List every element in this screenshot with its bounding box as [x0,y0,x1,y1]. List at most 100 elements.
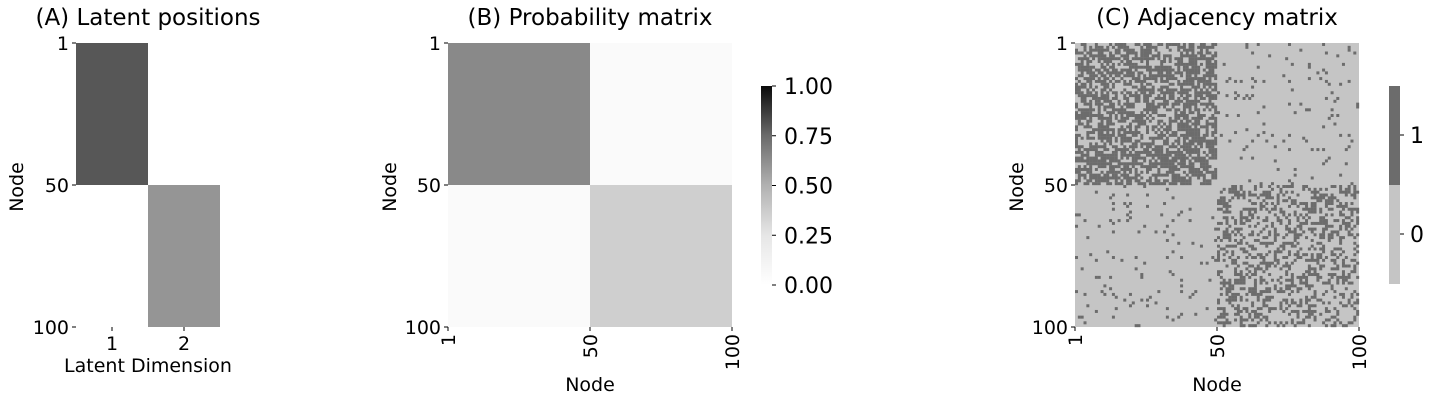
adjacency-edge-cell [1217,298,1220,302]
adjacency-edge-cell [1165,256,1169,259]
adjacency-edge-cell [1208,77,1212,81]
adjacency-edge-cell [1094,190,1098,194]
adjacency-edge-cell [1316,148,1320,152]
adjacency-edge-cell [1117,176,1121,180]
adjacency-edge-cell [1100,91,1104,95]
adjacency-edge-cell [1265,241,1269,245]
adjacency-edge-cell [1319,219,1323,223]
adjacency-edge-cell [1146,150,1149,154]
adjacency-edge-cell [1188,162,1192,166]
adjacency-edge-cell [1182,182,1186,186]
adjacency-edge-cell [1148,176,1152,180]
adjacency-edge-cell [1160,85,1164,89]
adjacency-edge-cell [1103,96,1107,100]
adjacency-edge-cell [1177,65,1181,69]
adjacency-edge-cell [1114,295,1118,299]
adjacency-edge-cell [1214,51,1218,55]
adjacency-edge-cell [1214,176,1218,180]
adjacency-edge-cell [1174,114,1178,117]
adjacency-edge-cell [1296,241,1300,245]
adjacency-edge-cell [1092,148,1096,152]
adjacency-edge-cell [1086,122,1090,126]
adjacency-edge-cell [1256,298,1260,302]
adjacency-edge-cell [1137,125,1141,129]
adjacency-edge-cell [1251,318,1255,322]
adjacency-edge-cell [1336,275,1340,279]
adjacency-edge-cell [1182,102,1186,106]
adjacency-edge-cell [1188,131,1192,135]
adjacency-edge-cell [1231,244,1235,248]
adjacency-edge-cell [1094,145,1098,149]
adjacency-edge-cell [1109,153,1113,157]
adjacency-edge-cell [1293,253,1297,257]
panel-b-colorbar: 0.000.250.500.751.00 [761,75,833,299]
adjacency-edge-cell [1222,196,1226,200]
adjacency-edge-cell [1111,176,1115,180]
adjacency-edge-cell [1273,233,1277,237]
adjacency-edge-cell [1268,298,1272,302]
adjacency-edge-cell [1080,91,1084,95]
adjacency-edge-cell [1126,74,1130,78]
adjacency-edge-cell [1222,307,1226,311]
adjacency-edge-cell [1080,94,1084,98]
adjacency-edge-cell [1194,128,1198,132]
adjacency-edge-cell [1288,227,1291,231]
adjacency-edge-cell [1228,190,1232,194]
adjacency-edge-cell [1180,51,1184,55]
adjacency-edge-cell [1208,94,1212,98]
adjacency-edge-cell [1140,79,1144,83]
adjacency-edge-cell [1077,156,1081,160]
adjacency-edge-cell [1313,292,1317,296]
adjacency-edge-cell [1322,250,1326,254]
adjacency-edge-cell [1225,204,1229,208]
adjacency-edge-cell [1140,150,1144,154]
adjacency-edge-cell [1151,88,1155,92]
adjacency-edge-cell [1080,96,1084,100]
adjacency-edge-cell [1083,82,1087,86]
adjacency-edge-cell [1165,165,1169,169]
adjacency-edge-cell [1225,94,1229,98]
adjacency-edge-cell [1134,156,1138,160]
adjacency-edge-cell [1265,193,1269,197]
adjacency-edge-cell [1273,287,1277,291]
adjacency-edge-cell [1168,77,1172,81]
adjacency-edge-cell [1214,96,1218,100]
adjacency-edge-cell [1285,261,1289,265]
adjacency-edge-cell [1134,145,1138,149]
adjacency-edge-cell [1177,179,1181,183]
adjacency-edge-cell [1109,43,1113,46]
adjacency-edge-cell [1111,82,1115,86]
adjacency-edge-cell [1151,91,1155,95]
adjacency-edge-cell [1109,170,1113,174]
adjacency-edge-cell [1356,190,1360,194]
adjacency-edge-cell [1134,133,1138,137]
adjacency-edge-cell [1097,51,1101,55]
adjacency-edge-cell [1165,68,1169,72]
adjacency-edge-cell [1239,156,1243,160]
adjacency-edge-cell [1103,292,1107,296]
adjacency-edge-cell [1208,142,1212,146]
adjacency-edge-cell [1151,128,1155,132]
adjacency-edge-cell [1350,233,1354,237]
adjacency-edge-cell [1202,57,1206,61]
adjacency-edge-cell [1339,292,1343,296]
adjacency-edge-cell [1177,241,1181,245]
adjacency-edge-cell [1089,105,1093,109]
adjacency-edge-cell [1197,82,1201,86]
adjacency-edge-cell [1239,273,1243,277]
adjacency-edge-cell [1310,190,1314,194]
adjacency-edge-cell [1242,196,1246,200]
adjacency-edge-cell [1137,99,1141,103]
adjacency-edge-cell [1219,238,1223,242]
panel-b-x-ticks: 1 50 100 [438,327,744,370]
adjacency-edge-cell [1180,71,1184,75]
adjacency-edge-cell [1131,119,1135,123]
adjacency-edge-cell [1106,82,1110,86]
adjacency-edge-cell [1146,43,1149,46]
adjacency-edge-cell [1344,190,1348,194]
adjacency-edge-cell [1307,284,1311,288]
adjacency-edge-cell [1199,43,1203,46]
adjacency-edge-cell [1194,71,1198,75]
adjacency-edge-cell [1086,79,1090,83]
adjacency-edge-cell [1180,99,1184,103]
